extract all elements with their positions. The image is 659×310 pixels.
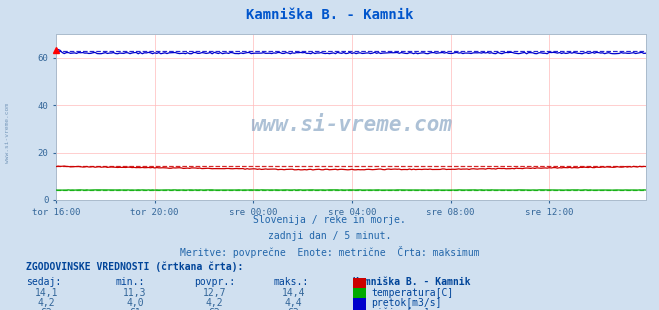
Text: 14,1: 14,1	[34, 288, 58, 298]
Text: 4,2: 4,2	[38, 298, 55, 308]
Text: zadnji dan / 5 minut.: zadnji dan / 5 minut.	[268, 231, 391, 241]
Text: 11,3: 11,3	[123, 288, 147, 298]
Text: maks.:: maks.:	[273, 277, 308, 287]
Text: 4,2: 4,2	[206, 298, 223, 308]
Text: Kamniška B. - Kamnik: Kamniška B. - Kamnik	[246, 8, 413, 22]
Text: Kamniška B. - Kamnik: Kamniška B. - Kamnik	[353, 277, 470, 287]
Text: ZGODOVINSKE VREDNOSTI (črtkana črta):: ZGODOVINSKE VREDNOSTI (črtkana črta):	[26, 262, 244, 272]
Text: 61: 61	[129, 308, 141, 310]
Text: 12,7: 12,7	[202, 288, 226, 298]
Text: 4,4: 4,4	[285, 298, 302, 308]
Text: pretok[m3/s]: pretok[m3/s]	[371, 298, 442, 308]
Text: Slovenija / reke in morje.: Slovenija / reke in morje.	[253, 215, 406, 225]
Text: 63: 63	[287, 308, 299, 310]
Text: 62: 62	[40, 308, 52, 310]
Text: višina[cm]: višina[cm]	[371, 308, 430, 310]
Text: Meritve: povprečne  Enote: metrične  Črta: maksimum: Meritve: povprečne Enote: metrične Črta:…	[180, 246, 479, 259]
Text: 14,4: 14,4	[281, 288, 305, 298]
Text: 4,0: 4,0	[127, 298, 144, 308]
Text: www.si-vreme.com: www.si-vreme.com	[250, 115, 452, 135]
Text: www.si-vreme.com: www.si-vreme.com	[5, 103, 11, 163]
Text: temperatura[C]: temperatura[C]	[371, 288, 453, 298]
Text: sedaj:: sedaj:	[26, 277, 61, 287]
Text: min.:: min.:	[115, 277, 145, 287]
Text: povpr.:: povpr.:	[194, 277, 235, 287]
Text: 62: 62	[208, 308, 220, 310]
